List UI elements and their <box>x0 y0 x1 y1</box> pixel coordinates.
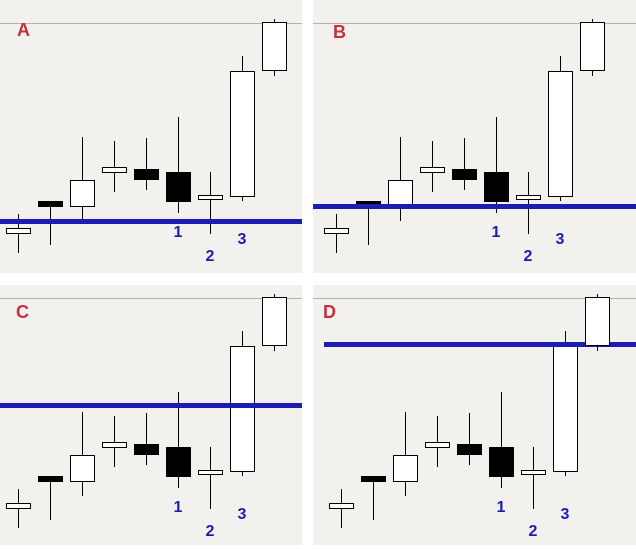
candle-6-body <box>484 172 509 202</box>
panel-gap-horizontal <box>0 273 636 285</box>
panel-a: A 1 2 3 <box>0 0 302 273</box>
panel-label-d: D <box>323 302 336 322</box>
candle-6-body <box>166 172 191 202</box>
candle-2-wick <box>368 201 369 245</box>
candle-7-wick <box>210 447 211 509</box>
candle-3-body <box>393 455 418 482</box>
candle-4-body <box>420 167 445 173</box>
candle-6-body <box>166 447 191 477</box>
candle-6-body <box>489 447 514 477</box>
level-line-d <box>324 342 636 347</box>
panel-b: B 1 2 3 <box>313 0 636 273</box>
candle-7-body <box>516 195 541 200</box>
candle-3-body <box>70 455 95 482</box>
candle-9-body <box>262 22 287 71</box>
candle-3-wick <box>405 412 406 496</box>
candle-2-body <box>38 476 63 482</box>
candle-marker-3: 3 <box>237 231 247 248</box>
candle-3-wick <box>400 137 401 221</box>
candle-marker-3: 3 <box>560 506 570 523</box>
candle-5-wick <box>464 138 465 190</box>
candle-4-body <box>425 442 450 448</box>
candle-5-body <box>134 444 159 455</box>
candle-6-wick <box>178 392 179 488</box>
candle-8-body <box>553 346 578 472</box>
candle-marker-3: 3 <box>237 506 247 523</box>
level-line-a <box>0 219 302 224</box>
candle-1-body <box>324 228 349 234</box>
level-line-c <box>0 403 302 408</box>
candle-marker-1: 1 <box>173 224 183 241</box>
panel-c: C 1 2 3 <box>0 275 302 549</box>
candle-1-body <box>6 228 31 234</box>
candle-marker-2: 2 <box>205 248 215 265</box>
candle-3-wick <box>82 137 83 221</box>
candle-7-wick <box>533 447 534 509</box>
panel-label-c: C <box>16 302 29 322</box>
top-rule <box>0 23 302 24</box>
candle-7-body <box>521 470 546 475</box>
candle-5-body <box>452 169 477 180</box>
top-rule <box>313 23 636 24</box>
candle-marker-1: 1 <box>491 224 501 241</box>
bottom-margin-strip <box>0 545 636 549</box>
candle-7-body <box>198 470 223 475</box>
candle-9-body <box>262 297 287 346</box>
candle-5-body <box>134 169 159 180</box>
candle-4-wick <box>437 416 438 467</box>
candle-marker-3: 3 <box>555 231 565 248</box>
panel-label-b: B <box>333 22 346 42</box>
candle-6-wick <box>178 117 179 213</box>
candle-8-body <box>230 71 255 197</box>
candle-marker-2: 2 <box>523 248 533 265</box>
candle-3-wick <box>82 412 83 496</box>
candle-7-body <box>198 195 223 200</box>
candle-marker-1: 1 <box>173 499 183 516</box>
candle-2-wick <box>373 476 374 520</box>
candle-9-body <box>580 22 605 71</box>
candle-3-body <box>388 180 413 207</box>
candle-marker-2: 2 <box>528 523 538 540</box>
candle-8-body <box>548 71 573 197</box>
candle-3-body <box>70 180 95 207</box>
candle-6-wick <box>501 392 502 488</box>
candle-9-body <box>585 297 610 346</box>
top-rule <box>0 298 302 299</box>
candle-5-wick <box>469 413 470 465</box>
candle-5-body <box>457 444 482 455</box>
candle-4-body <box>102 442 127 448</box>
candle-1-body <box>6 503 31 509</box>
candle-2-wick <box>50 476 51 520</box>
candle-7-wick <box>528 172 529 234</box>
candle-4-wick <box>114 416 115 467</box>
top-rule <box>313 298 636 299</box>
candle-8-body <box>230 346 255 472</box>
candle-1-body <box>329 503 354 509</box>
candle-7-wick <box>210 172 211 234</box>
candle-6-wick <box>496 117 497 213</box>
candle-4-body <box>102 167 127 173</box>
candle-2-body <box>361 476 386 482</box>
candle-4-wick <box>114 141 115 192</box>
candle-4-wick <box>432 141 433 192</box>
candle-marker-2: 2 <box>205 523 215 540</box>
level-line-b <box>313 204 636 209</box>
candle-5-wick <box>146 413 147 465</box>
candle-5-wick <box>146 138 147 190</box>
panel-d: D 1 2 3 <box>313 275 636 549</box>
panel-label-a: A <box>17 20 30 40</box>
candle-marker-1: 1 <box>496 499 506 516</box>
candle-2-body <box>38 201 63 207</box>
